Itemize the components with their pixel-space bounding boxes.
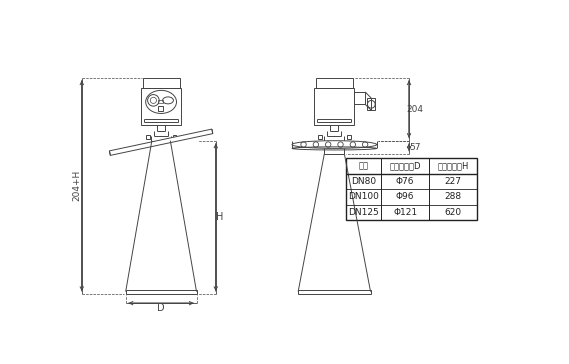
Bar [158, 100, 163, 103]
Text: 204: 204 [407, 104, 424, 114]
Bar [318, 135, 322, 139]
Bar [316, 78, 353, 88]
Text: D: D [157, 303, 165, 313]
Text: 唷叭口高度H: 唷叭口高度H [437, 162, 469, 171]
Text: 288: 288 [444, 193, 461, 201]
Text: 227: 227 [444, 177, 461, 186]
Bar [146, 135, 150, 139]
Text: 法兰: 法兰 [358, 162, 369, 171]
Bar [314, 88, 354, 125]
Text: DN80: DN80 [351, 177, 376, 186]
Text: 204+H: 204+H [72, 170, 81, 201]
Text: Φ96: Φ96 [396, 193, 414, 201]
Polygon shape [109, 129, 213, 155]
Bar [368, 98, 375, 110]
Bar [347, 135, 351, 139]
Bar [141, 88, 181, 125]
Bar [298, 290, 370, 294]
Text: DN100: DN100 [348, 193, 379, 201]
Text: H: H [216, 212, 223, 222]
Text: Φ76: Φ76 [396, 177, 414, 186]
Text: 唷叭口直径D: 唷叭口直径D [389, 162, 421, 171]
Text: DN125: DN125 [348, 208, 379, 217]
Text: 57: 57 [410, 143, 421, 152]
Text: 620: 620 [444, 208, 461, 217]
Bar [346, 158, 477, 220]
Ellipse shape [292, 141, 377, 149]
Bar [354, 92, 365, 104]
Bar [143, 78, 180, 88]
Text: Φ121: Φ121 [393, 208, 417, 217]
Bar [126, 290, 196, 294]
Bar [172, 135, 176, 139]
Bar [158, 106, 163, 111]
